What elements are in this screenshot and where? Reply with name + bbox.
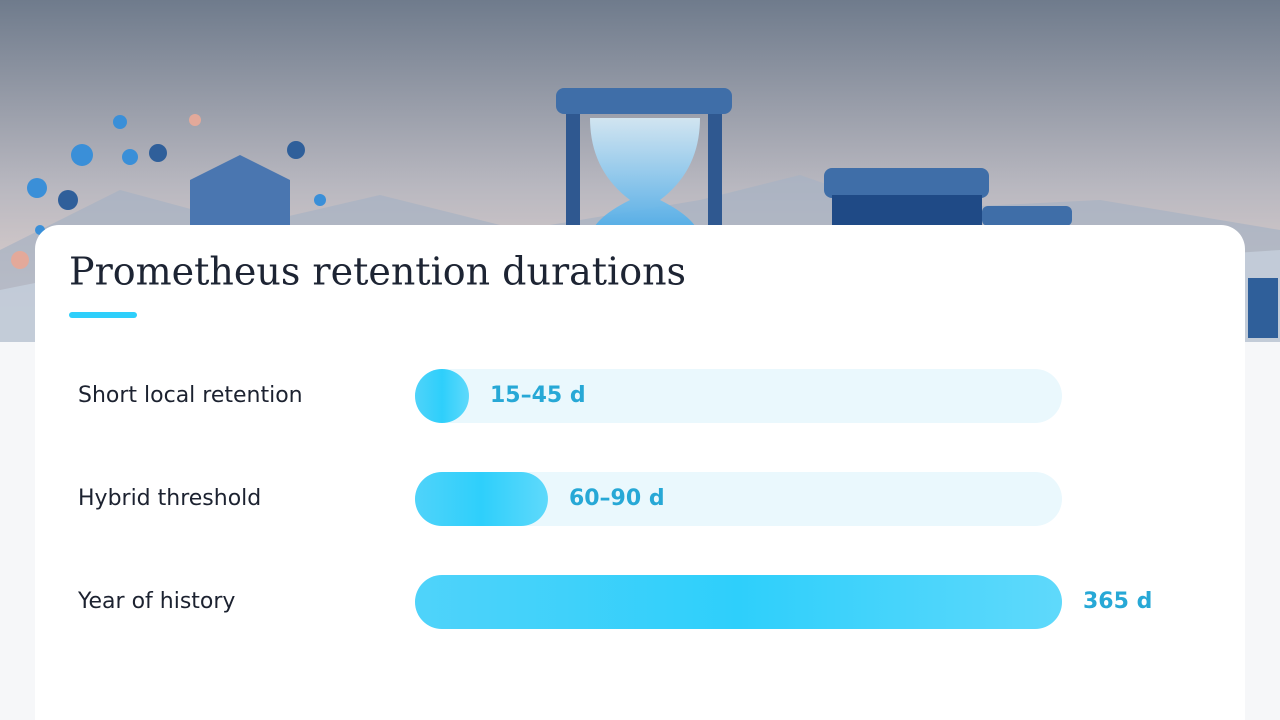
chart-title: Prometheus retention durations	[69, 250, 686, 294]
bar	[415, 575, 1062, 629]
value-label: 60–90 d	[569, 486, 665, 511]
bar-track	[415, 369, 1062, 423]
bar	[415, 472, 548, 526]
category-label: Short local retention	[78, 383, 303, 408]
category-label: Hybrid threshold	[78, 486, 261, 511]
value-label: 15–45 d	[490, 383, 586, 408]
bar	[415, 369, 469, 423]
value-label: 365 d	[1083, 589, 1152, 614]
category-label: Year of history	[77, 589, 235, 614]
bar-track	[415, 472, 1062, 526]
title-underline	[69, 312, 137, 318]
